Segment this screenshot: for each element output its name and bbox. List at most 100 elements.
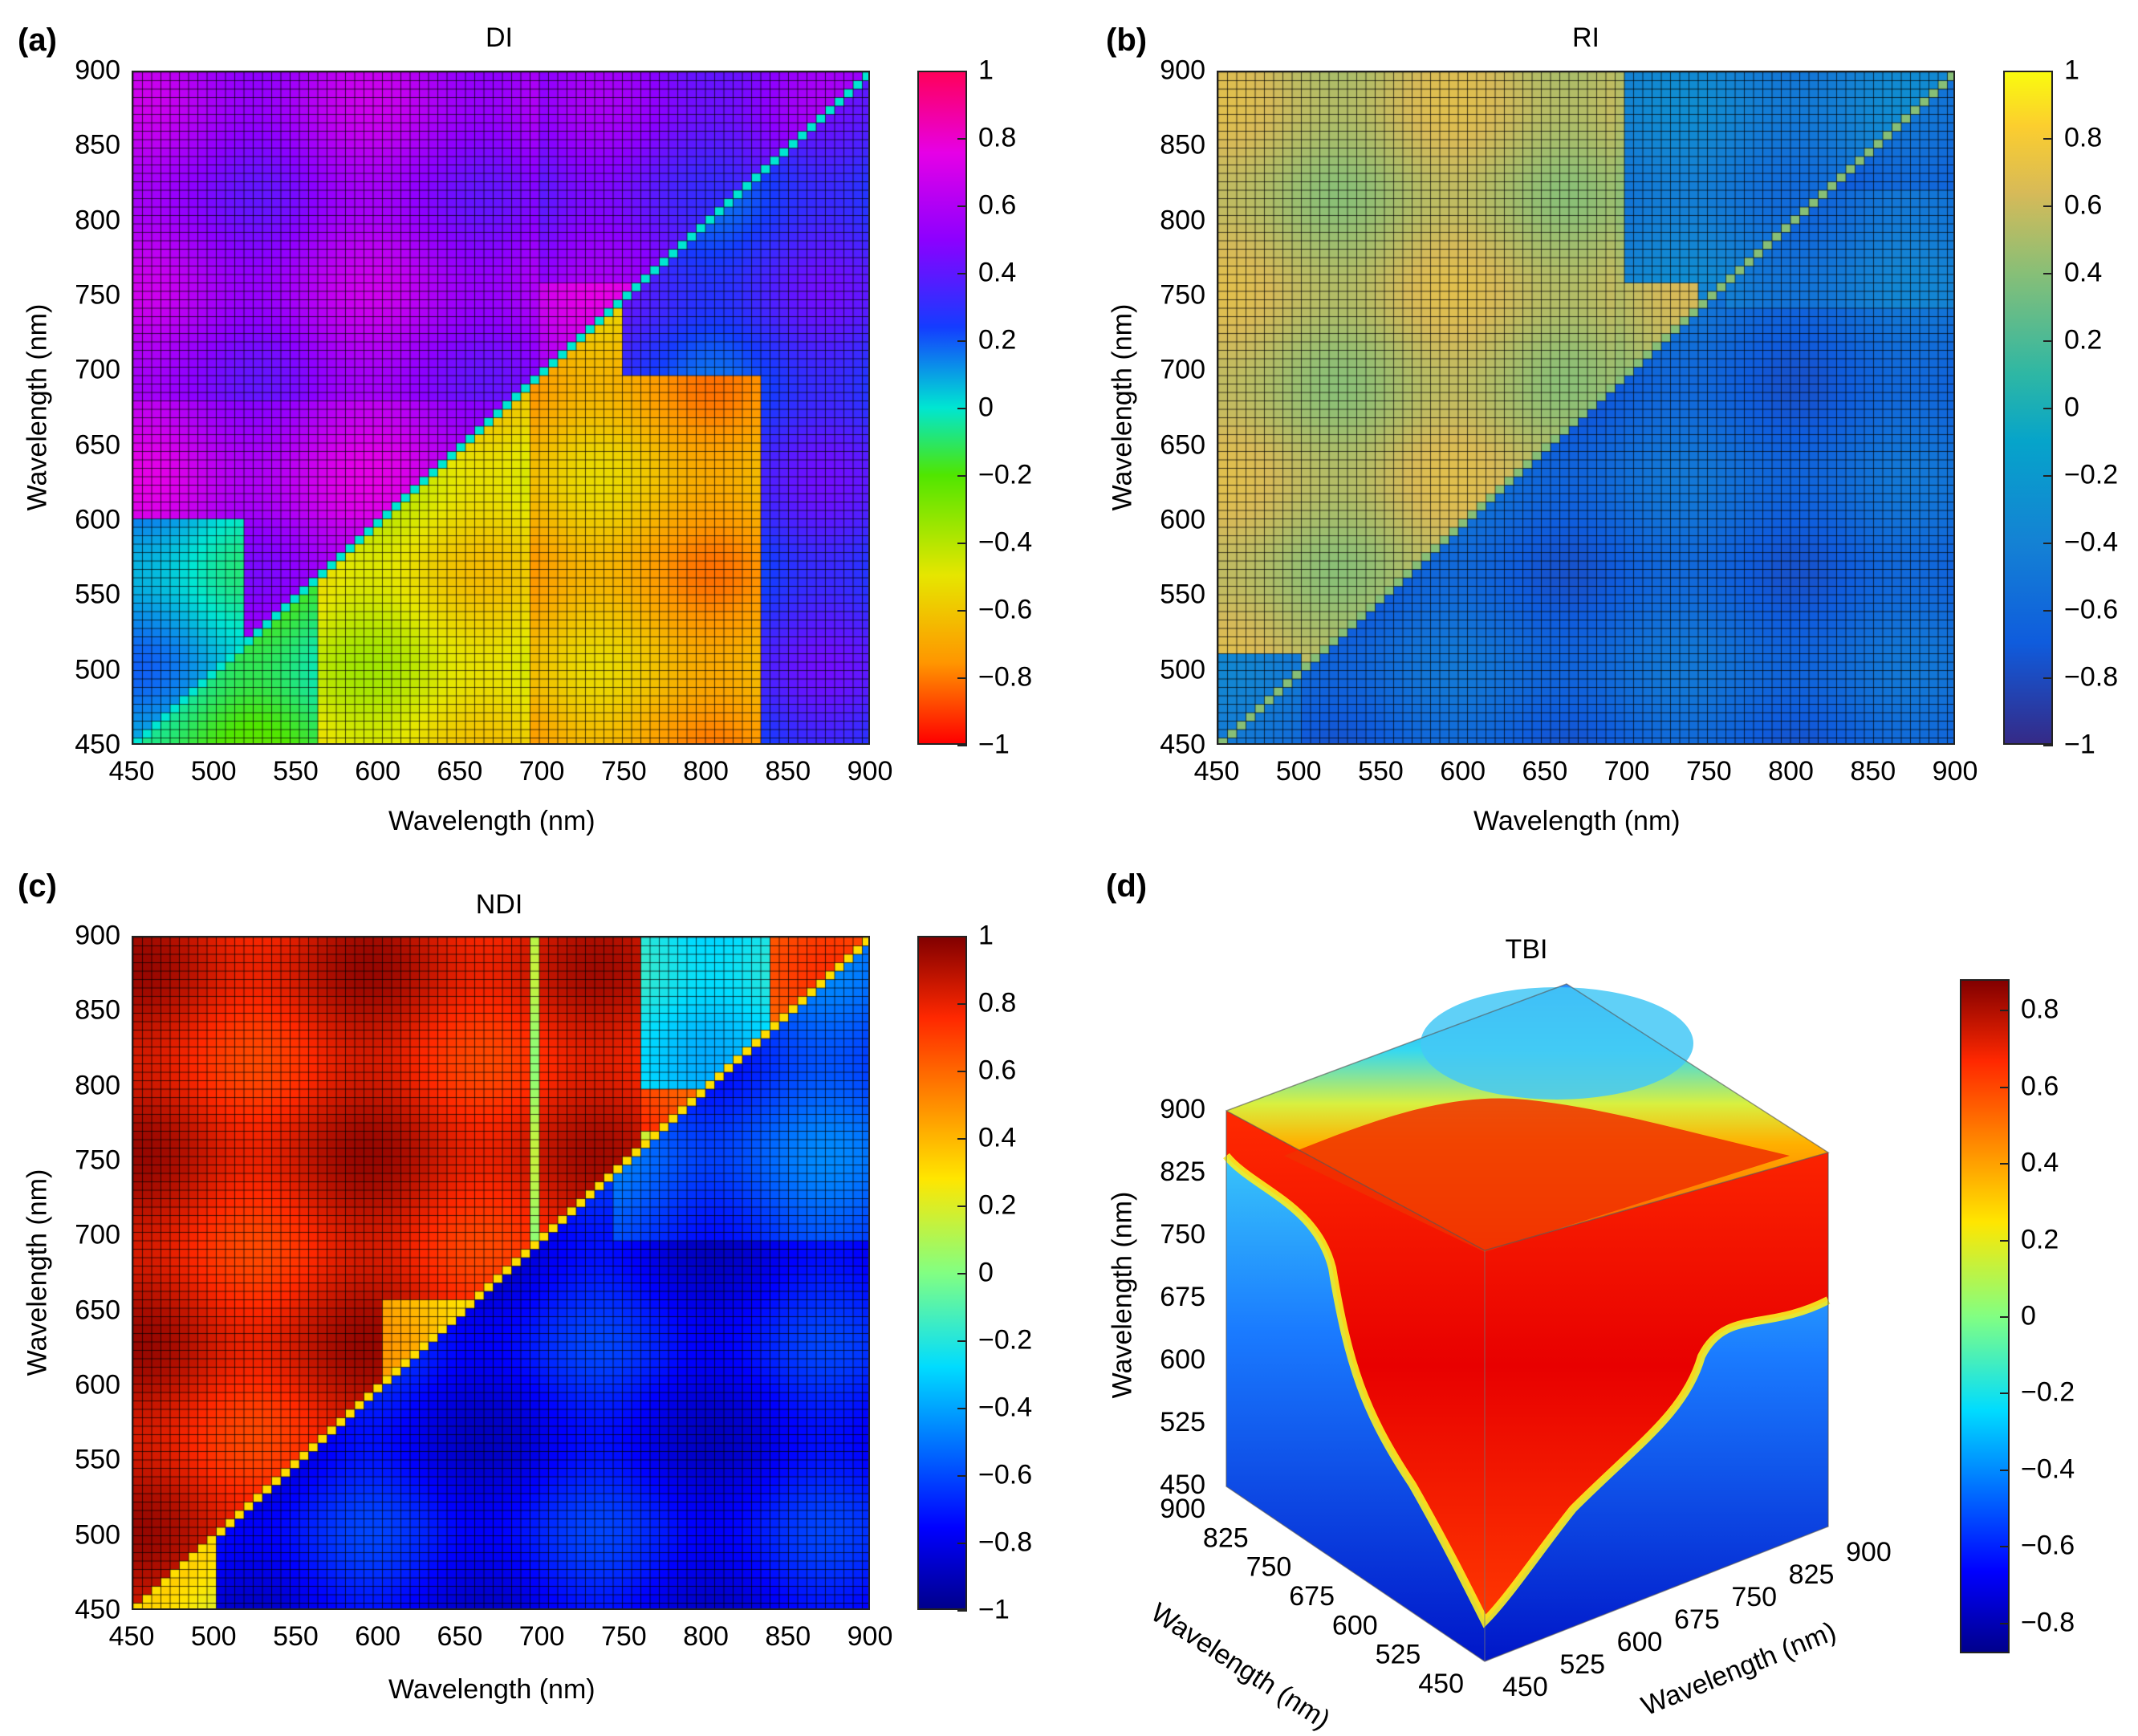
x-tick-label: 500 <box>1275 756 1322 787</box>
x-tick-label: 800 <box>1768 756 1814 787</box>
left-axis-tick-label: 675 <box>1289 1581 1335 1612</box>
colorbar-tick-mark <box>957 543 967 544</box>
colorbar-tick-label: 0 <box>978 1257 994 1288</box>
colorbar-tick-mark <box>957 408 967 409</box>
y-tick-label: 850 <box>75 129 120 161</box>
y-tick-label: 800 <box>1160 205 1205 236</box>
colorbar-tick-label: 0.8 <box>978 987 1017 1018</box>
x-tick-label: 750 <box>600 1621 647 1652</box>
colorbar-tick-label: −1 <box>978 1594 1010 1625</box>
y-tick-label: 800 <box>75 1070 120 1101</box>
colorbar-tick-mark <box>2043 138 2053 140</box>
y-tick-label: 450 <box>75 729 120 760</box>
x-tick-label: 600 <box>355 756 401 787</box>
y-tick-label: 900 <box>1160 55 1205 86</box>
colorbar-tick-label: −0.2 <box>978 459 1033 490</box>
left-axis-tick-label: 525 <box>1376 1640 1421 1670</box>
y-tick-label: 700 <box>75 354 120 385</box>
colorbar-tick-mark <box>2000 1010 2010 1012</box>
colorbar-tick-label: 0.2 <box>978 1189 1017 1221</box>
colorbar-tick-label: −0.4 <box>978 526 1033 558</box>
x-tick-label: 450 <box>108 1621 155 1652</box>
colorbar-tick-mark <box>957 1205 967 1207</box>
colorbar-tick-label: −0.8 <box>2021 1607 2075 1638</box>
heatmap-plot-area <box>1217 71 1955 745</box>
z-tick-label: 600 <box>1160 1344 1205 1375</box>
colorbar-tick-label: 0 <box>978 392 994 423</box>
x-tick-label: 500 <box>190 1621 237 1652</box>
colorbar-tick-label: 0 <box>2021 1300 2036 1331</box>
colorbar-tick-label: −0.2 <box>978 1324 1033 1356</box>
y-tick-label: 550 <box>75 579 120 610</box>
colorbar-tick-mark <box>957 71 967 72</box>
x-tick-label: 850 <box>765 1621 811 1652</box>
colorbar-tick-mark <box>957 1273 967 1275</box>
x-tick-label: 550 <box>1358 756 1404 787</box>
x-tick-label: 550 <box>273 1621 319 1652</box>
colorbar-tick-mark <box>2043 205 2053 207</box>
y-tick-label: 500 <box>75 654 120 685</box>
y-tick-label: 800 <box>75 205 120 236</box>
x-tick-label: 800 <box>683 1621 729 1652</box>
colorbar-tick-label: 0.2 <box>2021 1224 2059 1255</box>
colorbar-tick-mark <box>2000 1622 2010 1624</box>
colorbar-tick-mark <box>2043 340 2053 342</box>
x-tick-label: 750 <box>600 756 647 787</box>
panel-label: (d) <box>1106 868 1148 904</box>
cube-edges <box>1225 983 1830 1662</box>
z-tick-label: 900 <box>1160 1094 1205 1124</box>
red-region-surface <box>1226 1111 1828 1621</box>
colorbar-tick-mark <box>957 1475 967 1477</box>
left-axis-tick-label: 825 <box>1203 1523 1249 1553</box>
colorbar-tick-mark <box>2000 1392 2010 1395</box>
heatmap-cells <box>133 937 868 1608</box>
chart-title: DI <box>486 22 513 53</box>
right-axis-tick-label: 450 <box>1502 1672 1548 1702</box>
colorbar-tick-label: 1 <box>978 55 994 86</box>
colorbar-tick-mark <box>957 138 967 140</box>
right-axis-tick-label: 900 <box>1846 1537 1892 1567</box>
left-axis-tick-label: 900 <box>1160 1494 1205 1524</box>
left-axis-tick-label: 600 <box>1332 1610 1378 1640</box>
x-tick-label: 550 <box>273 756 319 787</box>
colorbar-tick-mark <box>2000 1316 2010 1318</box>
colorbar-tick-mark <box>957 1543 967 1544</box>
colorbar-tick-mark <box>957 610 967 612</box>
x-tick-label: 650 <box>437 756 483 787</box>
colorbar-tick-mark <box>2043 677 2053 679</box>
x-tick-label: 850 <box>1850 756 1896 787</box>
colorbar-tick-label: 0.8 <box>2064 122 2103 153</box>
y-tick-label: 450 <box>1160 729 1205 760</box>
z-tick-label: 450 <box>1160 1470 1205 1500</box>
x-tick-label: 700 <box>518 756 565 787</box>
x-tick-label: 450 <box>1193 756 1240 787</box>
x-tick-label: 600 <box>355 1621 401 1652</box>
x-tick-label: 700 <box>518 1621 565 1652</box>
y-tick-label: 650 <box>75 429 120 461</box>
cube-tick-group: 4505256006757508259009008257506756005254… <box>1160 1094 1891 1702</box>
right-axis-tick-label: 675 <box>1674 1604 1720 1635</box>
y-tick-label: 850 <box>1160 129 1205 161</box>
colorbar-tick-mark <box>957 1610 967 1612</box>
panel-label: (c) <box>18 868 57 904</box>
colorbar-tick-mark <box>957 745 967 746</box>
x-tick-label: 450 <box>108 756 155 787</box>
colorbar-tick-label: 0.2 <box>978 324 1017 356</box>
colorbar-tick-label: 0.6 <box>978 1055 1017 1086</box>
right-axis-tick-label: 825 <box>1789 1559 1835 1590</box>
colorbar-tick-label: −0.6 <box>978 1459 1033 1490</box>
y-tick-label: 650 <box>1160 429 1205 461</box>
y-tick-label: 450 <box>75 1594 120 1625</box>
y-tick-label: 750 <box>75 279 120 311</box>
y-tick-label: 550 <box>1160 579 1205 610</box>
colorbar-tick-mark <box>2043 543 2053 544</box>
heatmap-cells <box>133 72 868 743</box>
colorbar-tick-label: 0.6 <box>2021 1071 2059 1102</box>
x-tick-label: 850 <box>765 756 811 787</box>
chart-title: RI <box>1572 22 1599 53</box>
colorbar-tick-label: −1 <box>978 729 1010 760</box>
x-tick-label: 900 <box>847 1621 893 1652</box>
colorbar-tick-mark <box>2000 1086 2010 1088</box>
colorbar-tick-label: 0.6 <box>2064 189 2103 221</box>
